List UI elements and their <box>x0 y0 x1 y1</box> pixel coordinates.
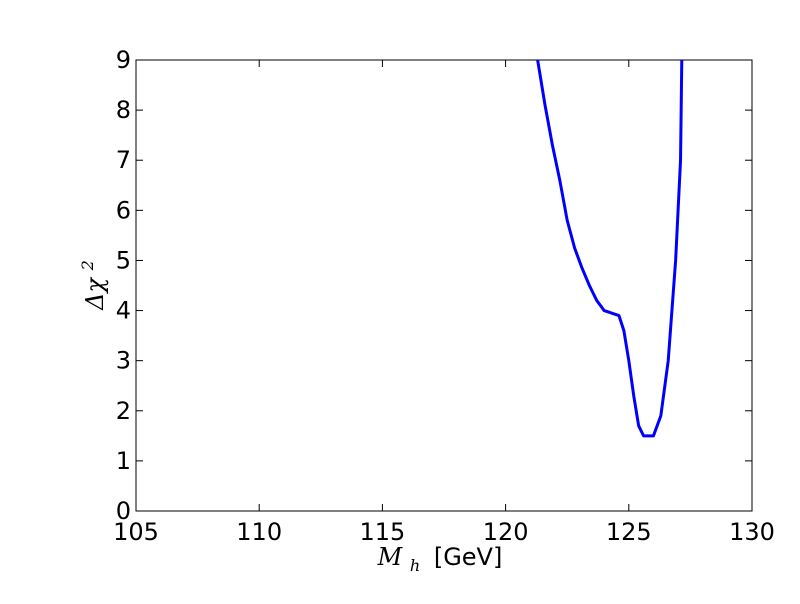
x-tick-label: 115 <box>359 518 405 546</box>
y-axis-label-group: Δχ 2 <box>78 260 109 311</box>
series-line <box>536 59 684 438</box>
y-tick-label: 6 <box>116 196 131 224</box>
y-tick-label: 1 <box>116 447 131 475</box>
y-tick-label: 9 <box>116 46 131 74</box>
y-tick-label: 3 <box>116 347 131 375</box>
x-tick-label: 105 <box>113 518 159 546</box>
x-axis-label: M h [GeV] <box>377 543 503 577</box>
x-tick-label: 125 <box>606 518 652 546</box>
y-tick-label: 2 <box>116 397 131 425</box>
series-layer <box>536 59 684 438</box>
x-axis-label-main: M <box>377 543 404 571</box>
y-tick-label: 7 <box>116 146 131 174</box>
plot-area-frame <box>135 59 753 512</box>
y-axis-label: Δχ 2 <box>78 260 109 311</box>
x-axis-label-subscript: h <box>410 556 420 575</box>
x-tick-label: 110 <box>236 518 282 546</box>
y-axis-ticks: 0 1 2 3 4 5 6 7 8 9 <box>116 46 752 525</box>
x-axis-ticks: 105 110 115 120 125 130 <box>113 60 775 546</box>
x-axis-label-unit: [GeV] <box>434 543 503 571</box>
y-axis-label-superscript: 2 <box>78 260 97 271</box>
x-tick-label: 120 <box>483 518 529 546</box>
y-tick-label: 5 <box>116 246 131 274</box>
y-axis-label-main: Δχ <box>81 277 109 311</box>
y-tick-label: 4 <box>116 297 131 325</box>
x-tick-label: 130 <box>729 518 775 546</box>
y-tick-label: 8 <box>116 96 131 124</box>
y-tick-label: 0 <box>116 497 131 525</box>
